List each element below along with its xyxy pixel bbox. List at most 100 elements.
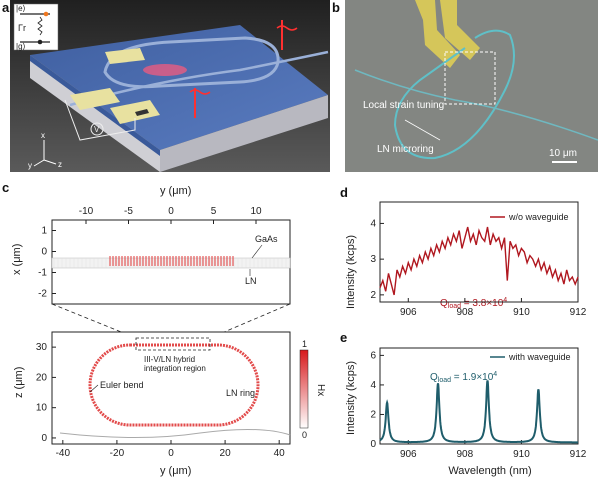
bus-waveguide-b bbox=[354, 69, 598, 141]
electrode-pad-right bbox=[440, 0, 480, 60]
panel-a-device-rendering: |e⟩ |g⟩ Γr V x y z bbox=[10, 0, 330, 172]
panel-letter-c: c bbox=[2, 180, 10, 195]
bus-waveguide-sim bbox=[59, 428, 291, 438]
c-bot-xtick: 40 bbox=[274, 448, 286, 459]
axis-z-label: z bbox=[58, 160, 62, 169]
c-bot-ytick: 0 bbox=[41, 433, 47, 444]
emitter-glow bbox=[143, 64, 187, 76]
d-ylabel: Intensity (kcps) bbox=[345, 235, 357, 309]
y-tick-label: 0 bbox=[370, 439, 376, 450]
ln-ring-label: LN ring bbox=[226, 388, 255, 398]
c-bot-xlabel: y (μm) bbox=[160, 465, 191, 477]
e-ylabel: Intensity (kcps) bbox=[345, 361, 357, 435]
y-tick-label: 3 bbox=[370, 254, 376, 265]
c-top-ytick: 0 bbox=[41, 247, 47, 258]
x-tick-label: 912 bbox=[570, 449, 587, 460]
panel-c-top-plot: -10 -5 0 5 10 10-1-2 GaAs LN y (μm) x (μm) bbox=[11, 185, 291, 305]
ground-state-label: |g⟩ bbox=[16, 42, 26, 51]
c-top-xtick: 10 bbox=[250, 206, 262, 217]
c-top-xlabel: y (μm) bbox=[160, 185, 191, 197]
hybrid-region-label-2: integration region bbox=[144, 364, 206, 373]
y-tick-label: 2 bbox=[370, 290, 376, 301]
ln-slab bbox=[51, 257, 291, 269]
y-tick-label: 4 bbox=[370, 380, 376, 391]
electrode-left bbox=[70, 88, 120, 110]
y-tick-label: 2 bbox=[370, 409, 376, 420]
c-bot-ytick: 20 bbox=[36, 372, 48, 383]
chip-top-surface bbox=[30, 25, 328, 150]
c-top-xtick: -10 bbox=[79, 206, 94, 217]
panel-e-spectrum: Intensity (kcps) Wavelength (nm) with wa… bbox=[345, 347, 587, 477]
c-top-xtick: -5 bbox=[124, 206, 133, 217]
x-tick-label: 906 bbox=[400, 307, 417, 318]
panel-d-spectrum: Intensity (kcps) w/o waveguide Qload = 3… bbox=[345, 201, 587, 318]
c-bot-ytick: 10 bbox=[36, 403, 48, 414]
electrode-top bbox=[105, 48, 145, 64]
c-top-ylabel: x (μm) bbox=[11, 244, 23, 275]
ln-microring bbox=[393, 29, 515, 160]
c-top-xtick: 0 bbox=[168, 206, 174, 217]
racetrack-frame bbox=[51, 331, 291, 445]
c-top-ytick: -1 bbox=[38, 268, 47, 279]
panel-letter-a: a bbox=[2, 0, 10, 15]
scale-bar-label: 10 μm bbox=[549, 148, 577, 159]
svg-e-frame bbox=[379, 347, 579, 445]
colorbar-max: 1 bbox=[302, 339, 307, 349]
x-tick-label: 910 bbox=[513, 307, 530, 318]
c-bot-xtick: -40 bbox=[56, 448, 71, 459]
hybrid-region-label-1: III-V/LN hybrid bbox=[144, 355, 195, 364]
x-tick-label: 906 bbox=[400, 449, 417, 460]
x-tick-label: 912 bbox=[570, 307, 587, 318]
hybrid-region-box bbox=[135, 337, 211, 351]
c-top-xtick: 5 bbox=[211, 206, 217, 217]
zoom-connector-left bbox=[51, 303, 137, 339]
e-legend: with waveguide bbox=[490, 352, 571, 362]
svg-e-series-line bbox=[379, 380, 578, 444]
panel-letter-d: d bbox=[340, 185, 348, 200]
d-q-annotation: Qload = 3.8×104 bbox=[440, 297, 507, 310]
c-bot-xtick: -20 bbox=[110, 448, 125, 459]
colorbar-min: 0 bbox=[302, 430, 307, 440]
panel-c-mode-plots: -10 -5 0 5 10 10-1-2 GaAs LN y (μm) x (μm) -… bbox=[11, 185, 326, 477]
strain-tuning-label: Local strain tuning bbox=[363, 100, 444, 111]
ln-microring-label: LN microring bbox=[377, 144, 434, 155]
e-xlabel: Wavelength (nm) bbox=[448, 465, 531, 477]
axis-x-label: x bbox=[41, 131, 45, 140]
strain-tuning-box bbox=[444, 51, 496, 105]
y-tick-label: 6 bbox=[370, 350, 376, 361]
voltage-label: V bbox=[94, 125, 100, 134]
c-bot-ylabel: z (μm) bbox=[13, 367, 25, 398]
bus-waveguide bbox=[69, 50, 329, 107]
c-bot-ytick: 30 bbox=[36, 342, 48, 353]
voltage-wire bbox=[64, 99, 136, 141]
ln-label-top: LN bbox=[245, 276, 257, 286]
electrode-pad-left bbox=[415, 0, 460, 68]
svg-d-frame bbox=[379, 201, 579, 303]
decay-rate-label: Γr bbox=[18, 23, 26, 33]
c-bot-xtick: 20 bbox=[220, 448, 232, 459]
x-tick-label: 908 bbox=[457, 449, 474, 460]
euler-bend-label: Euler bend bbox=[100, 380, 144, 390]
panel-b-sem-image: Local strain tuning LN microring 10 μm bbox=[345, 0, 598, 172]
voltage-source bbox=[90, 122, 104, 136]
panel-letter-e: e bbox=[340, 330, 348, 345]
e-legend-label: with waveguide bbox=[508, 352, 571, 362]
panel-letter-b: b bbox=[332, 0, 340, 15]
d-legend: w/o waveguide bbox=[490, 212, 569, 222]
chip-side-right bbox=[160, 95, 328, 172]
e-q-annotation: Qload = 1.9×104 bbox=[430, 371, 497, 384]
c-top-ytick: -2 bbox=[38, 289, 47, 300]
x-tick-label: 908 bbox=[457, 307, 474, 318]
panel-c-bottom-plot: -40 -20 0 20 40 30 20 10 0 III-V/LN hybrid inte… bbox=[13, 331, 291, 477]
c-bot-xtick: 0 bbox=[168, 448, 174, 459]
excited-state-label: |e⟩ bbox=[16, 4, 26, 13]
c-top-ytick: 1 bbox=[41, 226, 47, 237]
colorbar bbox=[299, 349, 309, 429]
y-tick-label: 4 bbox=[370, 218, 376, 229]
colorbar-label: Hx bbox=[315, 384, 326, 396]
gaas-label: GaAs bbox=[255, 234, 278, 244]
x-tick-label: 910 bbox=[513, 449, 530, 460]
ln-ring-mode bbox=[88, 343, 260, 427]
axis-y-label: y bbox=[28, 161, 32, 170]
d-legend-label: w/o waveguide bbox=[508, 212, 569, 222]
